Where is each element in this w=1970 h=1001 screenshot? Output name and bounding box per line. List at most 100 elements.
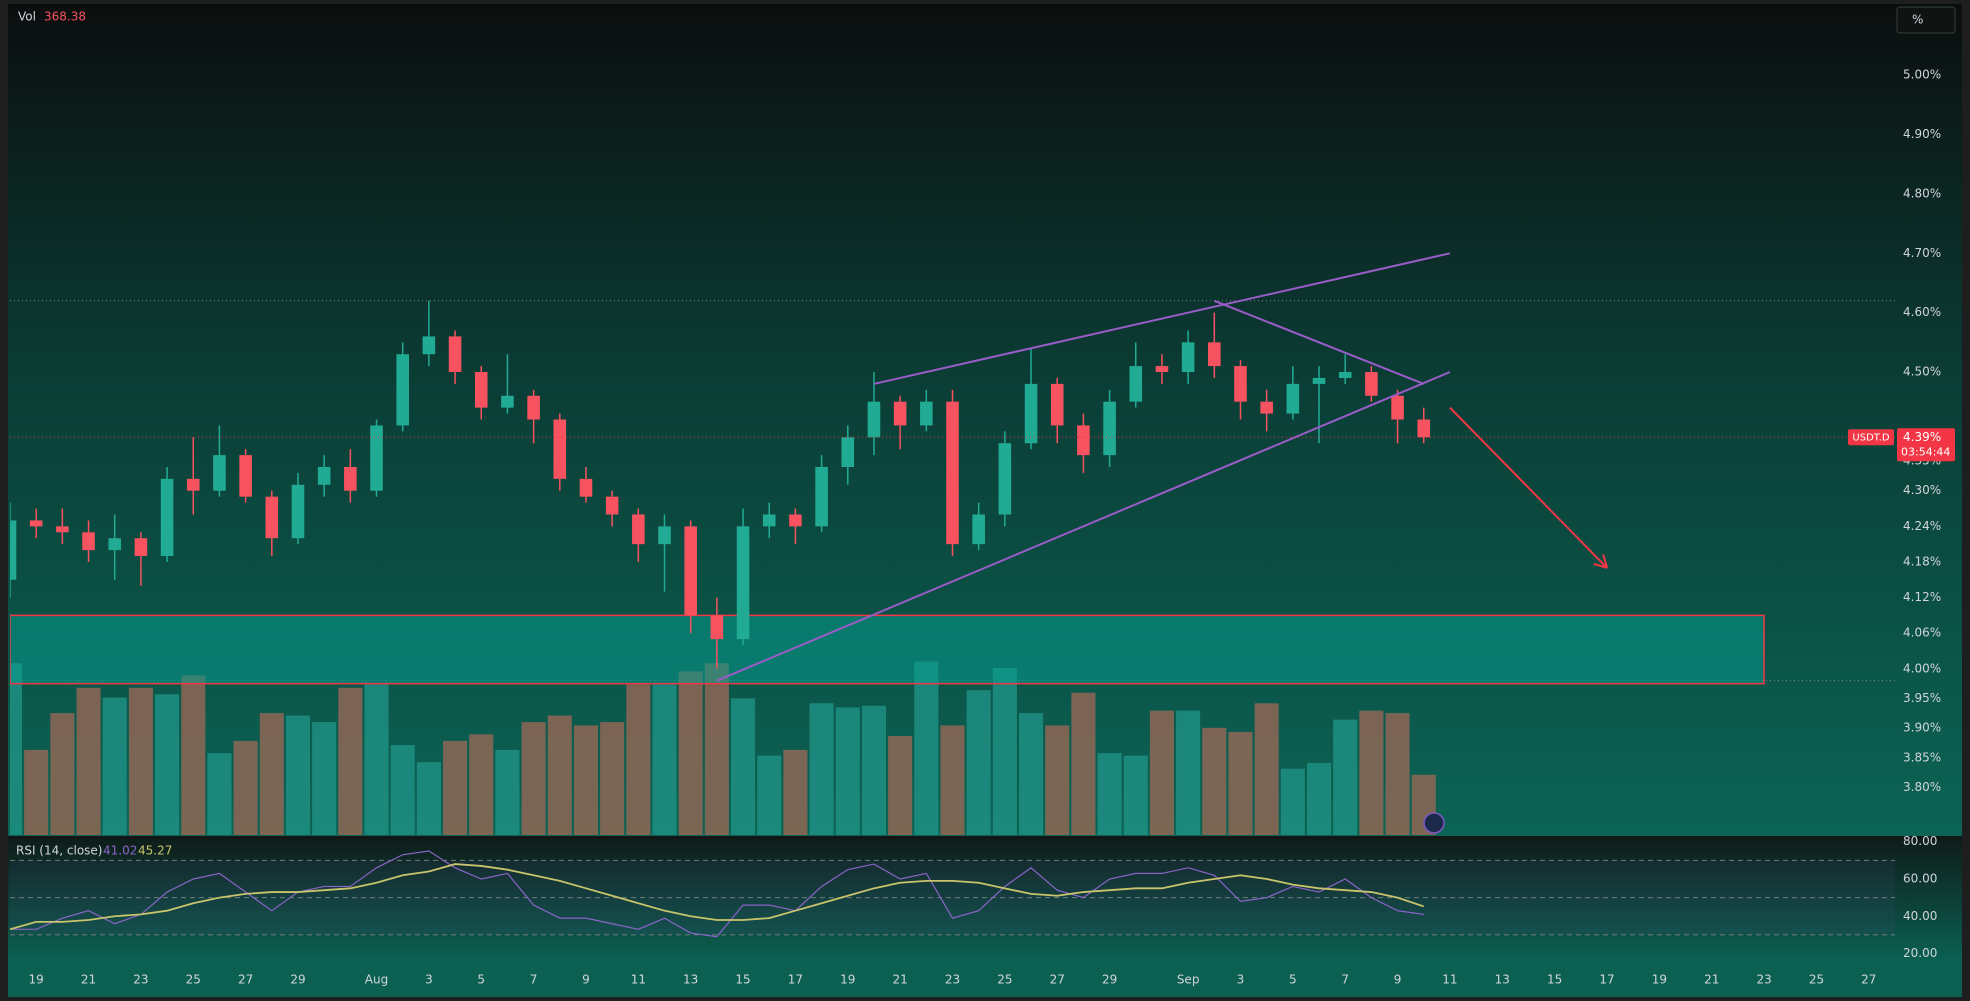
- y-tick-label: 3.80%: [1903, 780, 1941, 794]
- alert-icon[interactable]: [1423, 812, 1445, 834]
- volume-bar: [914, 661, 939, 835]
- candle-body: [553, 419, 567, 479]
- x-tick-label: 7: [530, 973, 538, 987]
- volume-bar: [573, 725, 599, 835]
- volume-bar: [469, 734, 494, 835]
- candle-body: [422, 336, 436, 355]
- x-tick-label: 25: [997, 973, 1012, 987]
- volume-bar: [888, 736, 913, 835]
- rsi-tick-label: 60.00: [1903, 872, 1937, 886]
- candle-body: [474, 372, 488, 408]
- candle-body: [186, 478, 200, 491]
- x-tick-label: 27: [1861, 973, 1876, 987]
- y-tick-label: 4.60%: [1903, 305, 1941, 319]
- trend-line: [1213, 299, 1425, 385]
- volume-bar: [1306, 763, 1332, 835]
- candle-body: [501, 395, 514, 408]
- candle-body: [762, 514, 776, 527]
- candle-body: [946, 401, 959, 545]
- candle-body: [344, 466, 357, 491]
- candle-body: [1260, 401, 1273, 414]
- volume-bar: [600, 722, 625, 835]
- rsi-layer: [10, 850, 1895, 938]
- candle-body: [893, 401, 907, 426]
- x-tick-label: 25: [1809, 973, 1824, 987]
- x-tick-label: 15: [1547, 973, 1562, 987]
- x-tick-label: 3: [1237, 973, 1245, 987]
- volume-bar: [809, 703, 834, 835]
- candle-body: [448, 336, 462, 373]
- candle-body: [82, 532, 95, 551]
- x-tick-label: 9: [1394, 973, 1402, 987]
- y-tick-label: 5.00%: [1903, 68, 1941, 82]
- candle-body: [736, 526, 750, 640]
- candle-body: [1417, 419, 1431, 438]
- candle-body: [29, 520, 43, 527]
- volume-bar: [1254, 703, 1279, 835]
- x-tick-label: 17: [788, 973, 803, 987]
- scale-button[interactable]: [1896, 6, 1956, 34]
- volume-bar: [521, 722, 546, 835]
- y-tick-label: 3.90%: [1903, 721, 1941, 735]
- candle-body: [291, 484, 305, 539]
- candle-body: [1181, 342, 1195, 373]
- candle-body: [1103, 401, 1116, 456]
- volume-bar: [495, 749, 520, 835]
- zone-rect: [10, 614, 1765, 685]
- candle-body: [10, 520, 17, 580]
- x-tick-label: 27: [1050, 973, 1065, 987]
- y-tick-label: 4.30%: [1903, 483, 1941, 497]
- candle-body: [265, 496, 279, 539]
- volume-bar: [1333, 719, 1358, 835]
- volume-bar: [1385, 713, 1410, 835]
- rsi-legend: RSI (14, close): [16, 844, 102, 858]
- volume-bar: [678, 671, 703, 835]
- time-axis: [8, 961, 1962, 997]
- volume-bar: [835, 707, 860, 835]
- rsi-pane: [8, 839, 1962, 961]
- x-tick-label: 25: [186, 973, 201, 987]
- rsi-ma-line: [10, 863, 1425, 931]
- candle-body: [1129, 366, 1143, 402]
- x-tick-label: 21: [1704, 973, 1719, 987]
- volume-bar: [312, 722, 337, 835]
- candle-body: [632, 514, 645, 545]
- arrow-line: [1449, 406, 1608, 569]
- volume-bar: [128, 687, 153, 835]
- volume-bar: [285, 715, 311, 835]
- volume-bar: [390, 745, 415, 835]
- candle-body: [998, 443, 1012, 515]
- y-tick-label: 4.00%: [1903, 661, 1941, 675]
- volume-bar: [207, 753, 232, 835]
- y-tick-label: 4.18%: [1903, 554, 1941, 568]
- volume-bar: [1176, 710, 1201, 835]
- volume-bar: [50, 713, 75, 835]
- overlay-layer: % Vol RSI (14, close) 5.00% 4.90% 4.80% 4.7…: [16, 6, 1956, 987]
- candle-body: [56, 526, 69, 533]
- candle-body: [239, 455, 252, 497]
- trend-line: [716, 371, 1451, 682]
- volume-bar: [364, 684, 389, 835]
- candle-body: [710, 615, 724, 640]
- price-tag-countdown: 03:54:44: [1901, 445, 1950, 458]
- x-tick-label: 3: [425, 973, 433, 987]
- candle-body: [317, 466, 331, 485]
- volume-bar: [1018, 713, 1044, 835]
- volume-bar: [626, 684, 651, 835]
- x-tick-label: 5: [1289, 973, 1297, 987]
- candle-body: [370, 425, 383, 491]
- volume-bar: [1228, 731, 1253, 835]
- y-tick-label: 4.24%: [1903, 519, 1941, 533]
- x-tick-label: 7: [1341, 973, 1349, 987]
- x-tick-label: Sep: [1177, 973, 1200, 987]
- pane-separator: [8, 836, 1962, 839]
- volume-bar: [102, 697, 127, 835]
- candle-body: [134, 538, 148, 557]
- y-tick-label: 4.12%: [1903, 590, 1941, 604]
- y-tick-label: 4.50%: [1903, 365, 1941, 379]
- arrow-head: [1602, 554, 1608, 569]
- x-tick-label: 15: [735, 973, 750, 987]
- scale-button-label[interactable]: %: [1912, 13, 1923, 27]
- rsi-line: [10, 850, 1424, 938]
